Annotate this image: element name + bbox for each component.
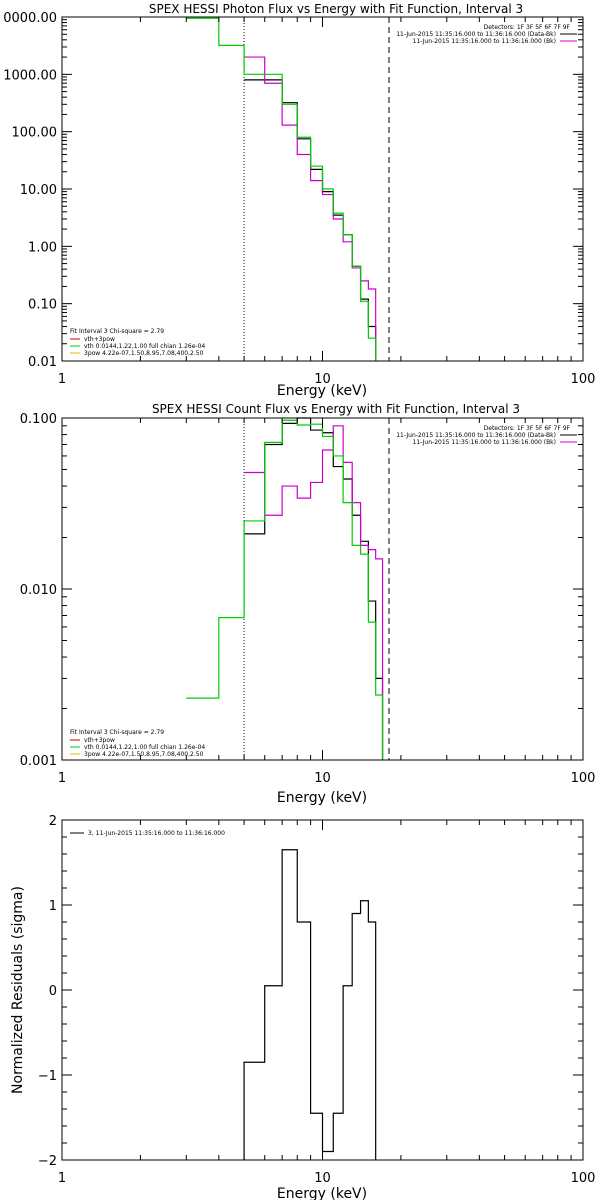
panel-count-flux: SPEX HESSI Count Flux vs Energy with Fit…	[20, 402, 596, 806]
chart-title: SPEX HESSI Photon Flux vs Energy with Fi…	[149, 2, 523, 16]
legend-top: 3, 11-Jun-2015 11:35:16.000 to 11:36:16.…	[70, 830, 225, 837]
x-tick-label: 1	[58, 372, 66, 387]
x-tick-label: 1	[58, 771, 66, 786]
x-tick-label: 10	[314, 771, 331, 786]
x-tick-label: 100	[571, 771, 596, 786]
y-tick-label: 0000.00	[3, 11, 57, 26]
legend-entry: vth 0.0144,1.22,1.00 full chian 1.26e-04	[70, 744, 205, 751]
legend-header: Detectors: 1F 3F 5F 6F 7F 9F	[484, 425, 571, 432]
legend-label: 3pow 4.22e-07,1.50,8.95,7.08,400,2.50	[84, 751, 204, 758]
legend-label: 11-Jun-2015 11:35:16.000 to 11:36:16.000…	[396, 31, 556, 38]
series-green	[186, 17, 377, 361]
y-tick-label: 2	[49, 814, 57, 829]
legend-label: 11-Jun-2015 11:35:16.000 to 11:36:16.000…	[396, 432, 556, 439]
legend-entry: vth+3pow	[70, 336, 115, 343]
legend-bottom: Fit Interval 3 Chi-square = 2.79 vth+3po…	[70, 328, 205, 357]
x-tick-label: 100	[571, 372, 596, 387]
legend-entry: 11-Jun-2015 11:35:16.000 to 11:36:16.000…	[413, 439, 577, 446]
panel-photon-flux: SPEX HESSI Photon Flux vs Energy with Fi…	[3, 2, 595, 399]
legend-entry: 11-Jun-2015 11:35:16.000 to 11:36:16.000…	[396, 432, 577, 439]
legend-entry: 11-Jun-2015 11:35:16.000 to 11:36:16.000…	[413, 38, 577, 45]
legend-entry: 11-Jun-2015 11:35:16.000 to 11:36:16.000…	[396, 31, 577, 38]
legend-top: Detectors: 1F 3F 5F 6F 7F 9F 11-Jun-2015…	[396, 24, 577, 45]
y-tick-label: 0.010	[20, 583, 57, 598]
legend-label: 11-Jun-2015 11:35:16.000 to 11:36:16.000…	[413, 439, 556, 446]
y-tick-label: 1	[49, 899, 57, 914]
legend-label: 3pow 4.22e-07,1.50,8.95,7.08,400,2.50	[84, 350, 204, 357]
legend-bottom: Fit Interval 3 Chi-square = 2.79 vth+3po…	[70, 729, 205, 758]
legend-label: vth 0.0144,1.22,1.00 full chian 1.26e-04	[84, 343, 205, 350]
y-tick-label: 0.10	[28, 298, 57, 313]
series-green	[186, 419, 384, 760]
y-tick-label: −2	[38, 1154, 57, 1169]
legend-header: Detectors: 1F 3F 5F 6F 7F 9F	[484, 24, 571, 31]
y-tick-label: 0.001	[20, 754, 57, 769]
y-axis-label: Normalized Residuals (sigma)	[10, 886, 26, 1094]
y-tick-label: 1000.00	[3, 68, 57, 83]
x-tick-label: 10	[314, 1171, 331, 1186]
legend-entry: 3pow 4.22e-07,1.50,8.95,7.08,400,2.50	[70, 751, 204, 758]
chart-title: SPEX HESSI Count Flux vs Energy with Fit…	[152, 402, 520, 416]
y-tick-label: 0.01	[28, 355, 57, 370]
x-tick-label: 1	[58, 1171, 66, 1186]
y-tick-label: −1	[38, 1069, 57, 1084]
y-tick-label: 0	[49, 984, 57, 999]
legend-label: 3, 11-Jun-2015 11:35:16.000 to 11:36:16.…	[88, 830, 225, 837]
legend-entry: vth+3pow	[70, 737, 115, 744]
x-axis-label: Energy (keV)	[277, 790, 367, 806]
x-tick-label: 10	[314, 372, 331, 387]
legend-label: vth+3pow	[84, 737, 115, 744]
legend-label: vth 0.0144,1.22,1.00 full chian 1.26e-04	[84, 744, 205, 751]
legend-top: Detectors: 1F 3F 5F 6F 7F 9F 11-Jun-2015…	[396, 425, 577, 446]
x-tick-label: 100	[571, 1171, 596, 1186]
legend-entry: 3pow 4.22e-07,1.50,8.95,7.08,400,2.50	[70, 350, 204, 357]
y-tick-label: 10.00	[20, 183, 57, 198]
series-black	[243, 849, 377, 1160]
legend-entry: 3, 11-Jun-2015 11:35:16.000 to 11:36:16.…	[70, 830, 225, 837]
legend-header: Fit Interval 3 Chi-square = 2.79	[70, 328, 164, 335]
x-axis-label: Energy (keV)	[277, 1186, 367, 1200]
series-magenta	[244, 425, 384, 760]
y-tick-label: 0.100	[20, 412, 57, 427]
legend-label: vth+3pow	[84, 336, 115, 343]
legend-header: Fit Interval 3 Chi-square = 2.79	[70, 729, 164, 736]
legend-entry: vth 0.0144,1.22,1.00 full chian 1.26e-04	[70, 343, 205, 350]
legend-label: 11-Jun-2015 11:35:16.000 to 11:36:16.000…	[413, 38, 556, 45]
y-tick-label: 100.00	[12, 126, 58, 141]
y-tick-label: 1.00	[28, 240, 57, 255]
x-axis-label: Energy (keV)	[277, 383, 367, 399]
